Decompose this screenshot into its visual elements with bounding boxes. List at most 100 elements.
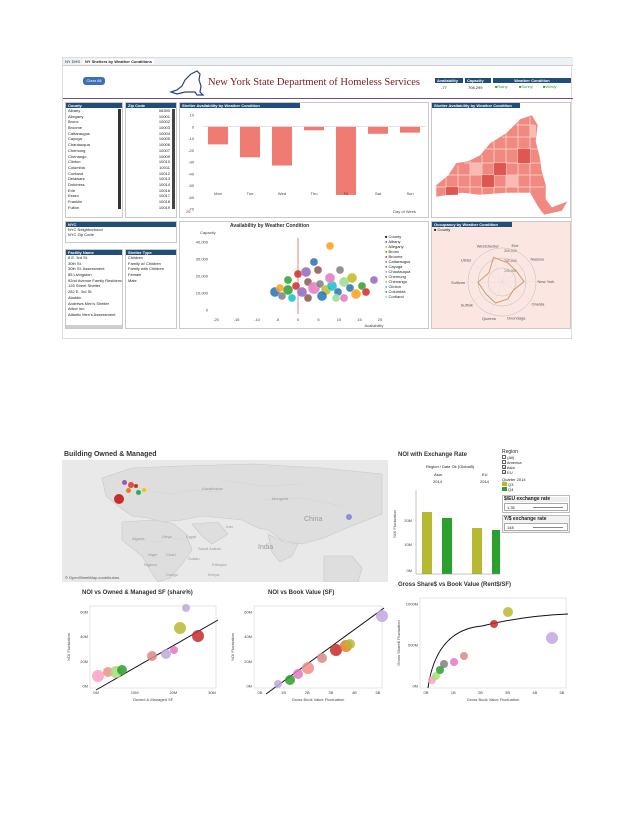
weather-option-rainy[interactable]: ■Rainy [495, 84, 508, 89]
legend-item[interactable]: ● Broome [385, 254, 403, 259]
zip-list-item[interactable]: 10001 [158, 113, 170, 119]
shelter-type-item[interactable]: Female [128, 272, 142, 278]
world-map[interactable] [62, 460, 388, 582]
zip-list-scrollbar[interactable] [172, 109, 175, 209]
noi-vs-sf-scatter[interactable]: 60M 40M 20M 0M 0M 10M 20M 30M Owned & Managed SF… [62, 598, 222, 706]
shelter-type-item[interactable]: Family with Children [128, 266, 165, 272]
map-marker[interactable] [114, 494, 124, 504]
facility-list-item[interactable]: 30th St. Assessment [68, 266, 105, 272]
legend-item[interactable]: ● Chemung [385, 274, 406, 279]
ny-county-map[interactable] [434, 111, 570, 217]
gross-vs-book-scatter[interactable]: 1000M 500M 0M 0B 1B 2B 3B 4B 5B Gross Book Value … [392, 590, 572, 706]
eu-rate-slider[interactable] [533, 507, 563, 508]
quarter-q3[interactable]: Q3 [502, 482, 570, 487]
legend-item[interactable]: ● Columbia [385, 289, 406, 294]
zip-list-item[interactable]: 10007 [158, 147, 170, 153]
county-list-item[interactable]: Cortland [68, 170, 84, 176]
county-list-item[interactable]: Broome [68, 125, 83, 131]
clear-all-button[interactable]: Clear All [83, 77, 105, 85]
zip-filter-list[interactable]: Zip Code 06390 10001 10002 10003 10004 10005 1… [125, 102, 177, 218]
weather-filter[interactable]: ■Rainy ■Sunny ■Windy [493, 84, 571, 90]
zip-list-item[interactable]: 10014 [158, 181, 170, 187]
county-list-item[interactable]: Bronx [68, 119, 79, 125]
county-list-item[interactable]: Albany [68, 108, 81, 113]
county-list-item[interactable]: Allegany [68, 113, 84, 119]
tab-shelters-weather[interactable]: NY Shelters by Weather Conditions [83, 59, 154, 64]
facility-list-item[interactable]: Arbor Inn [68, 306, 85, 312]
map-marker[interactable] [134, 484, 138, 488]
facility-list-item[interactable]: 30th St. [68, 260, 82, 266]
legend-item[interactable]: ● Allegany [385, 244, 404, 249]
map-marker[interactable] [136, 490, 141, 495]
availability-scatter-chart[interactable]: Capacity 40,000 30,000 20,000 10,000 0 -20 -15 -… [180, 222, 430, 330]
map-marker[interactable] [122, 480, 127, 485]
county-list-item[interactable]: Clinton [68, 159, 81, 165]
facility-list-item[interactable]: 8 E. 3rd St. [68, 255, 89, 260]
eu-rate-input[interactable]: 1.35 [504, 503, 568, 511]
shelter-type-item[interactable]: Male [128, 277, 137, 283]
legend-item[interactable]: ● Cattaraugus [385, 259, 411, 264]
weather-option-sunny[interactable]: ■Sunny [519, 84, 533, 89]
zip-list-item[interactable]: 10005 [158, 136, 170, 142]
county-list-item[interactable]: Chautauqua [68, 142, 90, 148]
map-marker[interactable] [126, 488, 131, 493]
county-list-scrollbar[interactable] [118, 109, 121, 209]
zip-list-item[interactable]: 10002 [158, 119, 170, 125]
county-list-item[interactable]: Delaware [68, 176, 85, 182]
zip-list-item[interactable]: 10012 [158, 170, 170, 176]
yen-rate-input[interactable]: 148 [504, 523, 568, 531]
quarter-q4[interactable]: Q4 [502, 487, 570, 492]
facility-list-item[interactable]: 85 Livingston [68, 272, 92, 278]
legend-item[interactable]: ● Bronx [385, 249, 399, 254]
county-list-item[interactable]: Chemung [68, 147, 86, 153]
county-list-item[interactable]: Fulton [68, 204, 80, 210]
nyc-neighborhood-option[interactable]: NYC Neighborhood [68, 227, 103, 232]
zip-list-item[interactable]: 10009 [158, 153, 170, 159]
map-marker[interactable] [346, 514, 352, 520]
county-list-item[interactable]: Erie [68, 187, 76, 193]
facility-list-item[interactable]: 92nd Avenue Family Residence [68, 277, 122, 283]
map-marker[interactable] [142, 488, 146, 492]
shelter-type-filter[interactable]: Shelter Type Children Family w/ Children F… [125, 249, 177, 329]
county-filter-list[interactable]: County Albany Allegany Bronx Broome Cattarau… [65, 102, 123, 218]
map-marker[interactable] [128, 482, 134, 488]
nyc-filter-panel[interactable]: NYC NYC Neighborhood NYC Zip Code [65, 221, 177, 243]
zip-list-item[interactable]: 10004 [158, 130, 170, 136]
yen-rate-slider[interactable] [533, 527, 563, 528]
zip-list-item[interactable]: 06390 [158, 108, 170, 113]
legend-item[interactable]: ● Chautauqua [385, 269, 411, 274]
shelter-type-item[interactable]: Family w/ Children [128, 260, 161, 266]
zip-list-item[interactable]: 10010 [158, 159, 170, 165]
shelter-type-item[interactable]: Children [128, 255, 143, 260]
facility-list-item[interactable]: Atlantic Men's Assessment [68, 311, 116, 317]
tab-ny-dhs[interactable]: NY DHS [65, 59, 81, 64]
zip-list-item[interactable]: 10013 [158, 176, 170, 182]
facility-list-scrollbar[interactable] [66, 325, 122, 328]
region-checkbox[interactable]: ✓ Asia [502, 465, 515, 470]
legend-item[interactable]: ● Cayuga [385, 264, 403, 269]
zip-list-item[interactable]: 10018 [158, 199, 170, 204]
county-list-item[interactable]: Cayuga [68, 136, 82, 142]
zip-list-item[interactable]: 10019 [158, 204, 170, 210]
legend-item[interactable]: ● Chenango [385, 279, 408, 284]
region-checkbox[interactable]: ✓ EU [502, 470, 513, 475]
facility-list-item[interactable]: 126 Street Shelter [68, 283, 101, 289]
county-list-item[interactable]: Essex [68, 193, 79, 199]
county-list-item[interactable]: Columbia [68, 164, 85, 170]
county-list-item[interactable]: Franklin [68, 199, 83, 204]
noi-vs-book-scatter[interactable]: 60M 40M 20M 0M 0B 1B 2B 3B 4B 5B Gross Book Value … [226, 598, 388, 706]
facility-list-item[interactable]: 282 E. 3rd St. [68, 289, 93, 295]
legend-item[interactable]: ● Albany [385, 239, 401, 244]
zip-list-item[interactable]: 10016 [158, 187, 170, 193]
county-list-item[interactable]: Cattaraugus [68, 130, 90, 136]
nyc-zip-option[interactable]: NYC Zip Code [68, 232, 94, 237]
zip-list-item[interactable]: 10006 [158, 142, 170, 148]
legend-item[interactable]: ● Cortland [385, 294, 404, 299]
county-list-item[interactable]: Dutchess [68, 181, 85, 187]
weather-option-windy[interactable]: ■Windy [543, 84, 557, 89]
facility-list-item[interactable]: Andrews Men's Shelter [68, 300, 110, 306]
zip-list-item[interactable]: 10017 [158, 193, 170, 199]
region-checkbox[interactable]: (All) [502, 455, 570, 460]
facility-list-item[interactable]: Aladdin [68, 294, 82, 300]
legend-item[interactable]: ● Clinton [385, 284, 401, 289]
